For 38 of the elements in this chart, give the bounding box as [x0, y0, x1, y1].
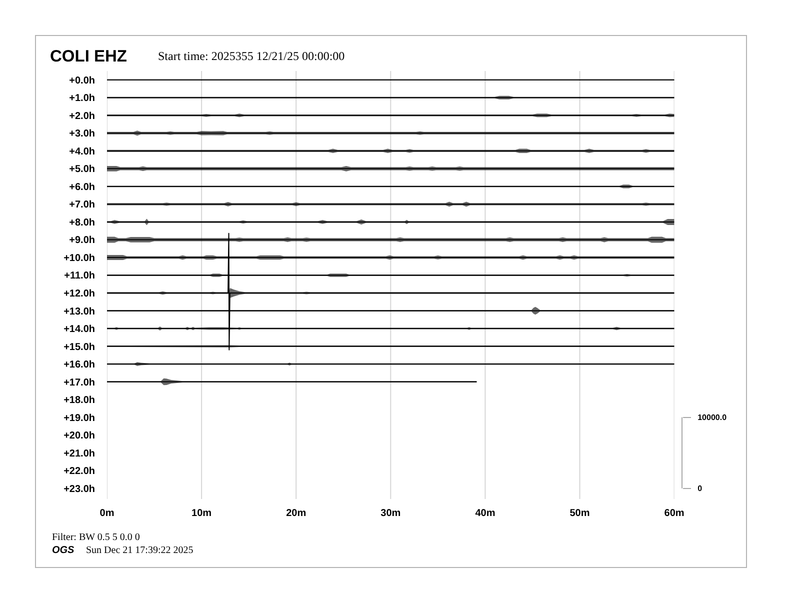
y-tick-label: +22.0h [64, 466, 95, 478]
y2-tick-label: 10000.0 [698, 413, 728, 422]
x-tick-label: 50m [570, 508, 590, 519]
y-tick-label: +10.0h [64, 252, 95, 264]
x-tick-label: 30m [380, 508, 401, 519]
y-tick-label: +9.0h [69, 235, 95, 246]
y-tick-label: +20.0h [64, 430, 95, 442]
y-tick-label: +23.0h [64, 484, 95, 495]
text: Filter: BW 0.5 5 0.0 0 [52, 532, 140, 543]
y-tick-label: +6.0h [69, 182, 95, 193]
y-tick-label: +16.0h [64, 360, 95, 371]
y-tick-label: +4.0h [69, 146, 95, 158]
y-tick-label: +17.0h [64, 377, 95, 388]
y-tick-label: +15.0h [64, 342, 95, 353]
chart-title: COLI EHZ [50, 47, 127, 66]
y-tick-label: +18.0h [64, 395, 95, 406]
x-tick-label: 0m [100, 508, 114, 519]
y-tick-label: +12.0h [64, 288, 95, 300]
y2-tick-label: 0 [698, 484, 703, 494]
x-tick-label: 10m [192, 508, 212, 519]
y-tick-label: +19.0h [64, 412, 95, 424]
text: OGS [52, 545, 75, 556]
chart-subtitle: Start time: 2025355 12/21/25 00:00:00 [158, 49, 345, 63]
y-tick-label: +0.0h [69, 75, 95, 86]
y-tick-label: +5.0h [69, 164, 95, 176]
y-tick-label: +11.0h [64, 270, 95, 282]
y-tick-label: +8.0h [69, 217, 95, 228]
text: Sun Dec 21 17:39:22 2025 [86, 545, 194, 556]
x-tick-label: 20m [286, 508, 306, 519]
y-tick-label: +3.0h [69, 128, 95, 140]
y-tick-label: +2.0h [69, 110, 95, 122]
y-tick-label: +7.0h [69, 200, 95, 211]
y-tick-label: +1.0h [69, 93, 95, 104]
x-tick-label: 40m [475, 508, 496, 519]
x-tick-label: 60m [664, 508, 684, 519]
y-tick-label: +14.0h [64, 324, 95, 336]
y-tick-label: +21.0h [64, 448, 95, 460]
y-tick-label: +13.0h [64, 306, 95, 318]
